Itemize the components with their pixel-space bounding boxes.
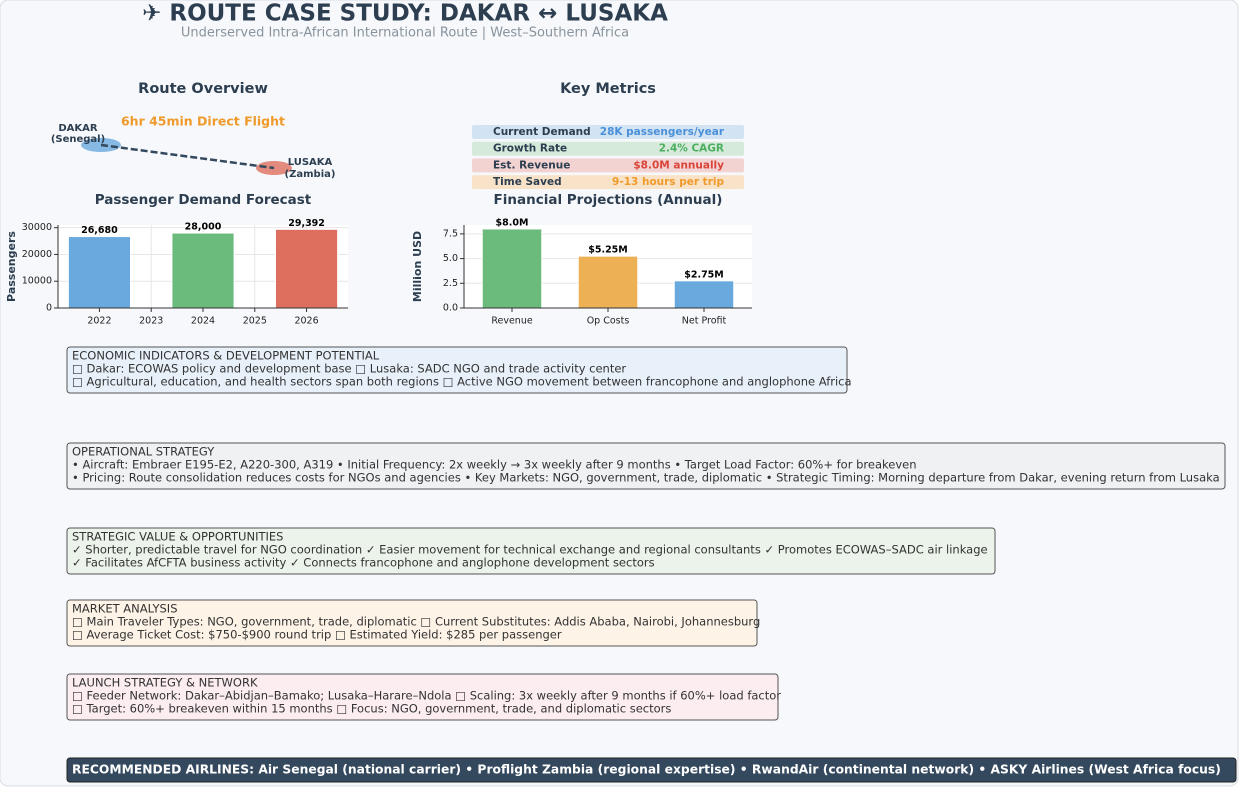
x-tick-label: Net Profit (682, 316, 727, 327)
y-tick-label: 7.5 (443, 228, 458, 239)
section-line: • Aircraft: Embraer E195-E2, A220-300, A… (72, 458, 917, 472)
x-tick-label: 2024 (191, 316, 215, 327)
section-box (66, 673, 779, 721)
section-title: LAUNCH STRATEGY & NETWORK (72, 676, 258, 690)
bar (275, 228, 339, 309)
value-label: 29,392 (288, 218, 325, 229)
metric-label: Time Saved (493, 176, 562, 188)
section-title: STRATEGIC VALUE & OPPORTUNITIES (72, 530, 283, 544)
section-box (66, 599, 758, 647)
panel-title: Key Metrics (560, 81, 656, 97)
x-tick-label: 2026 (294, 316, 318, 327)
city-label: DAKAR (58, 123, 98, 134)
section-line: □ Agricultural, education, and health se… (72, 375, 852, 389)
section-box (66, 346, 848, 394)
chart-title: Passenger Demand Forecast (95, 192, 312, 208)
section-line: □ Main Traveler Types: NGO, government, … (72, 615, 760, 629)
bar (481, 228, 543, 309)
country-label: (Zambia) (285, 169, 336, 180)
x-tick-label: Op Costs (587, 316, 630, 327)
metric-box (472, 125, 744, 139)
y-tick-label: 5.0 (443, 253, 458, 264)
y-tick-label: 0.0 (443, 303, 458, 314)
y-tick-label: 10000 (22, 276, 52, 287)
metric-label: Growth Rate (493, 143, 567, 155)
bar (171, 232, 235, 309)
section-title: ECONOMIC INDICATORS & DEVELOPMENT POTENT… (72, 349, 380, 363)
section-line: □ Target: 60%+ breakeven within 15 month… (72, 702, 671, 716)
y-tick-label: 20000 (22, 249, 52, 260)
value-label: 26,680 (81, 225, 118, 236)
metric-box (472, 175, 744, 190)
section-line: • Pricing: Route consolidation reduces c… (72, 471, 1220, 485)
section-box (66, 442, 1226, 490)
section-box (66, 527, 996, 575)
x-tick-label: 2022 (87, 316, 111, 327)
y-axis-label: Passengers (5, 231, 18, 302)
y-tick-label: 2.5 (443, 278, 458, 289)
section-line: ✓ Shorter, predictable travel for NGO co… (72, 543, 988, 557)
x-tick-label: 2023 (139, 316, 163, 327)
panel-title: Route Overview (138, 81, 268, 97)
value-label: $2.75M (684, 269, 724, 280)
metric-label: Current Demand (493, 126, 591, 138)
y-axis-label: Million USD (411, 231, 424, 302)
value-label: $8.0M (496, 217, 529, 228)
flight-time: 6hr 45min Direct Flight (121, 114, 285, 129)
metric-value: 28K passengers/year (600, 126, 725, 138)
x-tick-label: 2025 (243, 316, 267, 327)
country-label: (Senegal) (51, 134, 105, 145)
section-title: OPERATIONAL STRATEGY (72, 445, 215, 459)
section-line: □ Dakar: ECOWAS policy and development b… (72, 362, 626, 376)
chart-title: Financial Projections (Annual) (494, 192, 723, 208)
bar (577, 255, 639, 309)
y-tick-label: 30000 (22, 222, 52, 233)
value-label: $5.25M (588, 245, 628, 256)
x-tick-label: Revenue (491, 316, 533, 327)
page-title: ✈ ROUTE CASE STUDY: DAKAR ↔ LUSAKA (142, 1, 668, 27)
metric-box (472, 158, 744, 173)
section-line: □ Average Ticket Cost: $750-$900 round t… (72, 628, 562, 642)
route-map: DAKAR (Senegal) LUSAKA (Zambia) 6hr 45mi… (51, 114, 336, 181)
bar (67, 236, 131, 309)
value-label: 28,000 (185, 222, 222, 233)
metric-label: Est. Revenue (493, 159, 570, 171)
section-line: ✓ Facilitates AfCFTA business activity ✓… (72, 556, 655, 570)
metric-value: 2.4% CAGR (659, 143, 724, 155)
metric-value: $8.0M annually (633, 159, 724, 171)
route-line (100, 143, 275, 170)
page-subtitle: Underserved Intra-African International … (181, 26, 629, 41)
footer-text: RECOMMENDED AIRLINES: Air Senegal (natio… (72, 763, 1221, 777)
metric-box (472, 141, 744, 156)
section-line: □ Feeder Network: Dakar–Abidjan–Bamako; … (72, 689, 781, 703)
bar (673, 280, 735, 309)
footer-box (66, 757, 1237, 783)
city-label: LUSAKA (288, 157, 333, 168)
section-title: MARKET ANALYSIS (72, 602, 178, 616)
metric-value: 9-13 hours per trip (612, 176, 724, 188)
y-tick-label: 0 (46, 303, 52, 314)
